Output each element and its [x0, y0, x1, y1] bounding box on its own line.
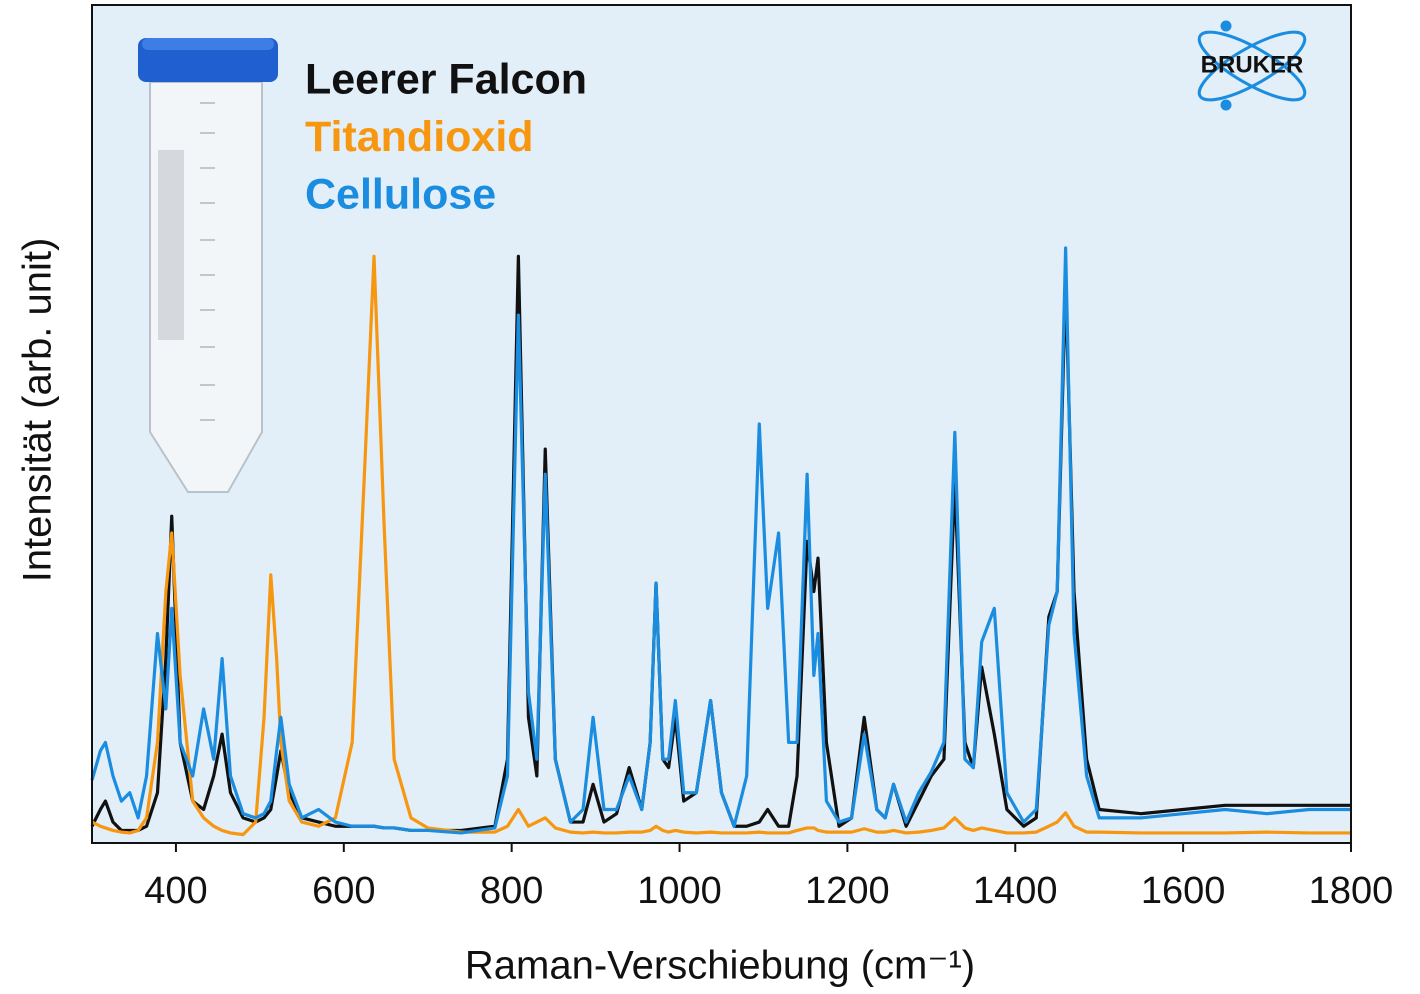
- plot-area: [92, 5, 1351, 843]
- x-tick-label: 800: [480, 870, 543, 912]
- legend-entry: Leerer Falcon: [305, 55, 587, 103]
- y-axis-title: Intensität (arb. unit): [16, 238, 60, 583]
- plot-frame: [91, 4, 1352, 844]
- legend-entry: Titandioxid: [305, 113, 534, 161]
- x-tick-label: 400: [144, 870, 207, 912]
- x-tick-label: 600: [312, 870, 375, 912]
- series-line: [90, 246, 1351, 835]
- x-tick-label: 1200: [805, 870, 890, 912]
- x-tick-label: 1400: [973, 870, 1058, 912]
- marks: [90, 246, 1351, 837]
- x-tick-label: 1800: [1309, 870, 1394, 912]
- x-tick-label: 1000: [637, 870, 722, 912]
- logo: [1197, 20, 1307, 111]
- legend-entry: Cellulose: [305, 170, 496, 218]
- tube-illustration: [138, 38, 278, 493]
- x-tick-label: 1600: [1141, 870, 1226, 912]
- logo-text: BRUKER: [1201, 51, 1304, 78]
- x-axis-title: Raman-Verschiebung (cm⁻¹): [465, 944, 975, 988]
- series-line: [91, 254, 1351, 837]
